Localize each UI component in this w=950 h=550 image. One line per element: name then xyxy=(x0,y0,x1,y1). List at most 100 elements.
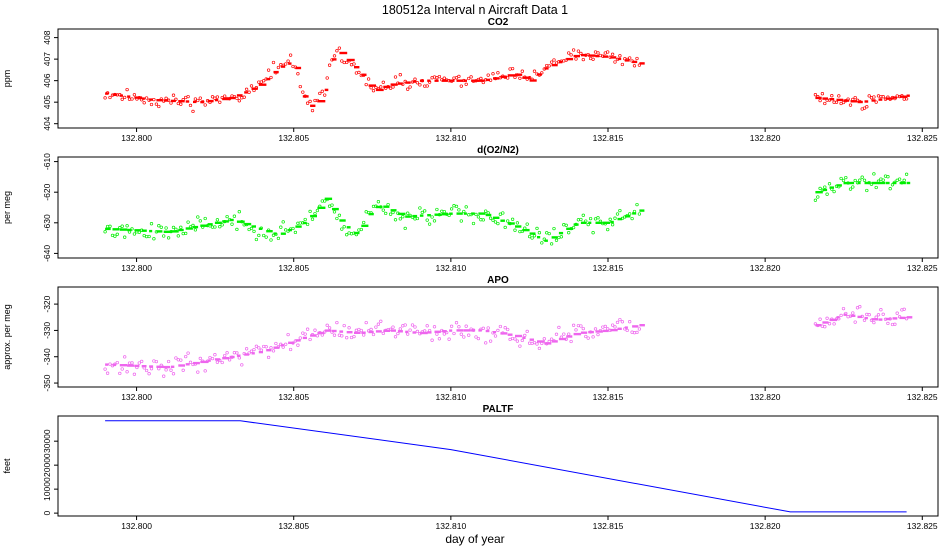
data-dash xyxy=(588,330,594,334)
data-point xyxy=(628,212,632,216)
data-point xyxy=(359,328,363,333)
data-point xyxy=(198,96,202,100)
data-point xyxy=(620,216,625,221)
data-point xyxy=(637,212,642,216)
data-point xyxy=(223,94,227,98)
data-point xyxy=(179,358,183,362)
data-point xyxy=(457,325,461,329)
data-dash xyxy=(339,219,346,222)
data-point xyxy=(157,224,161,228)
data-point xyxy=(858,305,862,309)
data-dash xyxy=(127,364,135,367)
data-point xyxy=(274,71,278,75)
data-point xyxy=(325,323,329,327)
data-dash xyxy=(632,325,639,328)
data-point xyxy=(137,230,141,234)
data-point xyxy=(325,76,329,80)
data-point xyxy=(823,325,827,329)
data-point xyxy=(525,222,529,226)
data-point xyxy=(530,77,534,81)
y-tick-label: 407 xyxy=(42,52,52,66)
data-point xyxy=(340,334,344,338)
data-dash xyxy=(236,94,243,97)
data-point xyxy=(352,334,356,339)
data-point xyxy=(503,225,507,230)
data-point xyxy=(362,333,366,337)
data-point xyxy=(364,320,368,325)
data-point xyxy=(484,209,488,213)
data-point xyxy=(457,208,461,212)
data-dash xyxy=(390,83,398,86)
data-point xyxy=(867,180,871,185)
data-dash xyxy=(892,181,897,185)
data-point xyxy=(554,332,559,336)
data-dash xyxy=(850,181,855,185)
data-point xyxy=(376,87,381,91)
data-point xyxy=(125,87,129,92)
data-dash xyxy=(815,191,823,194)
data-point xyxy=(848,187,853,191)
data-point xyxy=(186,220,190,224)
data-point xyxy=(313,328,317,332)
data-point xyxy=(606,50,610,54)
data-point xyxy=(547,339,551,344)
data-point xyxy=(540,241,544,245)
data-point xyxy=(320,89,324,93)
data-point xyxy=(872,172,876,176)
x-tick-label: 132.805 xyxy=(278,133,309,143)
y-tick-label: 404 xyxy=(42,116,52,130)
data-dash xyxy=(624,326,628,329)
data-point xyxy=(149,367,154,371)
data-point xyxy=(574,57,578,61)
data-point xyxy=(893,180,897,184)
data-point xyxy=(196,98,200,103)
data-point xyxy=(510,217,515,221)
data-dash xyxy=(258,83,267,86)
data-point xyxy=(408,328,412,332)
data-point xyxy=(284,342,288,346)
data-point xyxy=(332,54,337,58)
data-point xyxy=(893,96,897,101)
x-tick-label: 132.805 xyxy=(278,392,309,402)
data-point xyxy=(186,94,190,99)
data-point xyxy=(203,216,207,221)
data-point xyxy=(423,209,427,213)
data-point xyxy=(262,79,266,83)
data-dash xyxy=(119,364,128,367)
data-dash xyxy=(390,209,397,212)
series-line-paltf xyxy=(105,420,907,513)
x-tick-label: 132.800 xyxy=(121,392,152,402)
data-point xyxy=(427,222,432,226)
data-point xyxy=(862,318,867,322)
plot-frame xyxy=(57,415,939,517)
data-dash xyxy=(317,206,326,209)
data-point xyxy=(118,371,122,376)
data-point xyxy=(352,62,356,66)
data-point xyxy=(844,175,848,180)
data-point xyxy=(213,225,217,229)
data-point xyxy=(904,172,909,176)
data-point xyxy=(515,339,520,343)
data-point xyxy=(879,308,883,312)
data-point xyxy=(347,59,351,63)
data-point xyxy=(276,344,281,349)
data-point xyxy=(144,368,149,373)
data-dash xyxy=(105,363,109,366)
data-point xyxy=(259,348,263,352)
data-point xyxy=(164,368,168,372)
data-dash xyxy=(112,228,120,231)
data-point xyxy=(179,225,183,229)
data-point xyxy=(137,361,141,365)
data-dash xyxy=(537,340,545,343)
data-point xyxy=(249,84,254,88)
data-dash xyxy=(412,80,417,83)
data-point xyxy=(364,82,368,87)
data-point xyxy=(559,335,564,339)
y-tick-label: 10000 xyxy=(42,477,52,501)
data-point xyxy=(237,356,241,360)
data-point xyxy=(900,94,904,98)
data-dash xyxy=(141,229,147,232)
data-point xyxy=(427,80,432,84)
data-dash xyxy=(171,230,179,233)
data-point xyxy=(518,76,522,80)
